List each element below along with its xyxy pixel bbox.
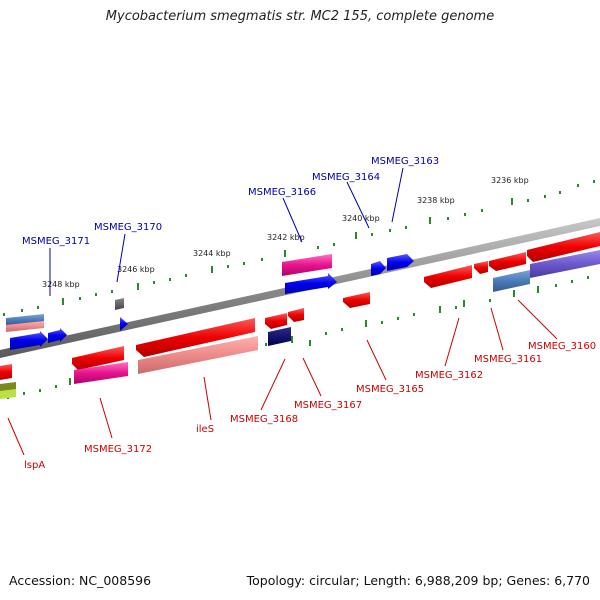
gene-feature bbox=[343, 292, 370, 308]
gene-label: MSMEG_3166 bbox=[248, 187, 316, 198]
gene-label: MSMEG_3164 bbox=[312, 172, 380, 183]
gene-feature bbox=[530, 250, 600, 278]
map-title: Mycobacterium smegmatis str. MC2 155, co… bbox=[105, 9, 495, 24]
gene-feature bbox=[6, 321, 44, 332]
gene-label: MSMEG_3163 bbox=[371, 156, 439, 167]
forward-label-lines bbox=[49, 167, 404, 296]
gene-feature bbox=[0, 389, 16, 399]
scale-label: 3236 kbp bbox=[491, 176, 529, 185]
gene-label: MSMEG_3165 bbox=[356, 384, 424, 395]
scale-label: 3244 kbp bbox=[193, 249, 231, 258]
gene-label: MSMEG_3160 bbox=[528, 341, 596, 352]
scale-label: 3238 kbp bbox=[417, 196, 455, 205]
gene-label: MSMEG_3162 bbox=[415, 370, 483, 381]
reverse-genes bbox=[0, 232, 600, 399]
gene-label: MSMEG_3168 bbox=[230, 414, 298, 425]
gene-label: lspA bbox=[24, 460, 45, 471]
gene-label: MSMEG_3171 bbox=[22, 236, 90, 247]
gene-feature bbox=[424, 265, 472, 288]
gene-feature bbox=[115, 298, 124, 310]
gene-label: MSMEG_3170 bbox=[94, 222, 162, 233]
forward-genes bbox=[6, 250, 600, 350]
gene-feature bbox=[489, 252, 526, 271]
gene-feature bbox=[138, 336, 258, 374]
reverse-label-lines bbox=[7, 299, 558, 456]
gene-feature bbox=[387, 254, 414, 271]
scale-label: 3246 kbp bbox=[117, 265, 155, 274]
gene-feature bbox=[527, 232, 600, 262]
gene-label: MSMEG_3167 bbox=[294, 400, 362, 411]
gene-feature bbox=[72, 346, 124, 370]
gene-feature bbox=[268, 327, 291, 346]
accession-text: Accession: NC_008596 bbox=[9, 573, 152, 588]
scale-label: 3242 kbp bbox=[267, 233, 305, 242]
gene-feature bbox=[74, 362, 128, 384]
scale-label: 3248 kbp bbox=[42, 280, 80, 289]
outer-tick-row bbox=[3, 180, 595, 316]
gene-label: ileS bbox=[196, 424, 214, 435]
gene-label: MSMEG_3161 bbox=[474, 354, 542, 365]
gene-feature bbox=[265, 313, 287, 329]
gene-feature bbox=[288, 308, 304, 322]
scale-label: 3240 kbp bbox=[342, 214, 380, 223]
gene-feature bbox=[10, 331, 48, 350]
gene-label: MSMEG_3172 bbox=[84, 444, 152, 455]
gene-feature bbox=[120, 317, 128, 331]
gene-feature bbox=[136, 318, 255, 357]
gene-feature bbox=[493, 270, 530, 292]
gene-feature bbox=[282, 254, 332, 276]
gene-feature bbox=[48, 328, 67, 343]
gene-feature bbox=[371, 261, 386, 276]
gene-feature bbox=[474, 261, 488, 274]
gene-feature bbox=[285, 273, 337, 294]
gene-feature bbox=[0, 364, 12, 380]
genome-summary: Topology: circular; Length: 6,988,209 bp… bbox=[246, 573, 590, 588]
